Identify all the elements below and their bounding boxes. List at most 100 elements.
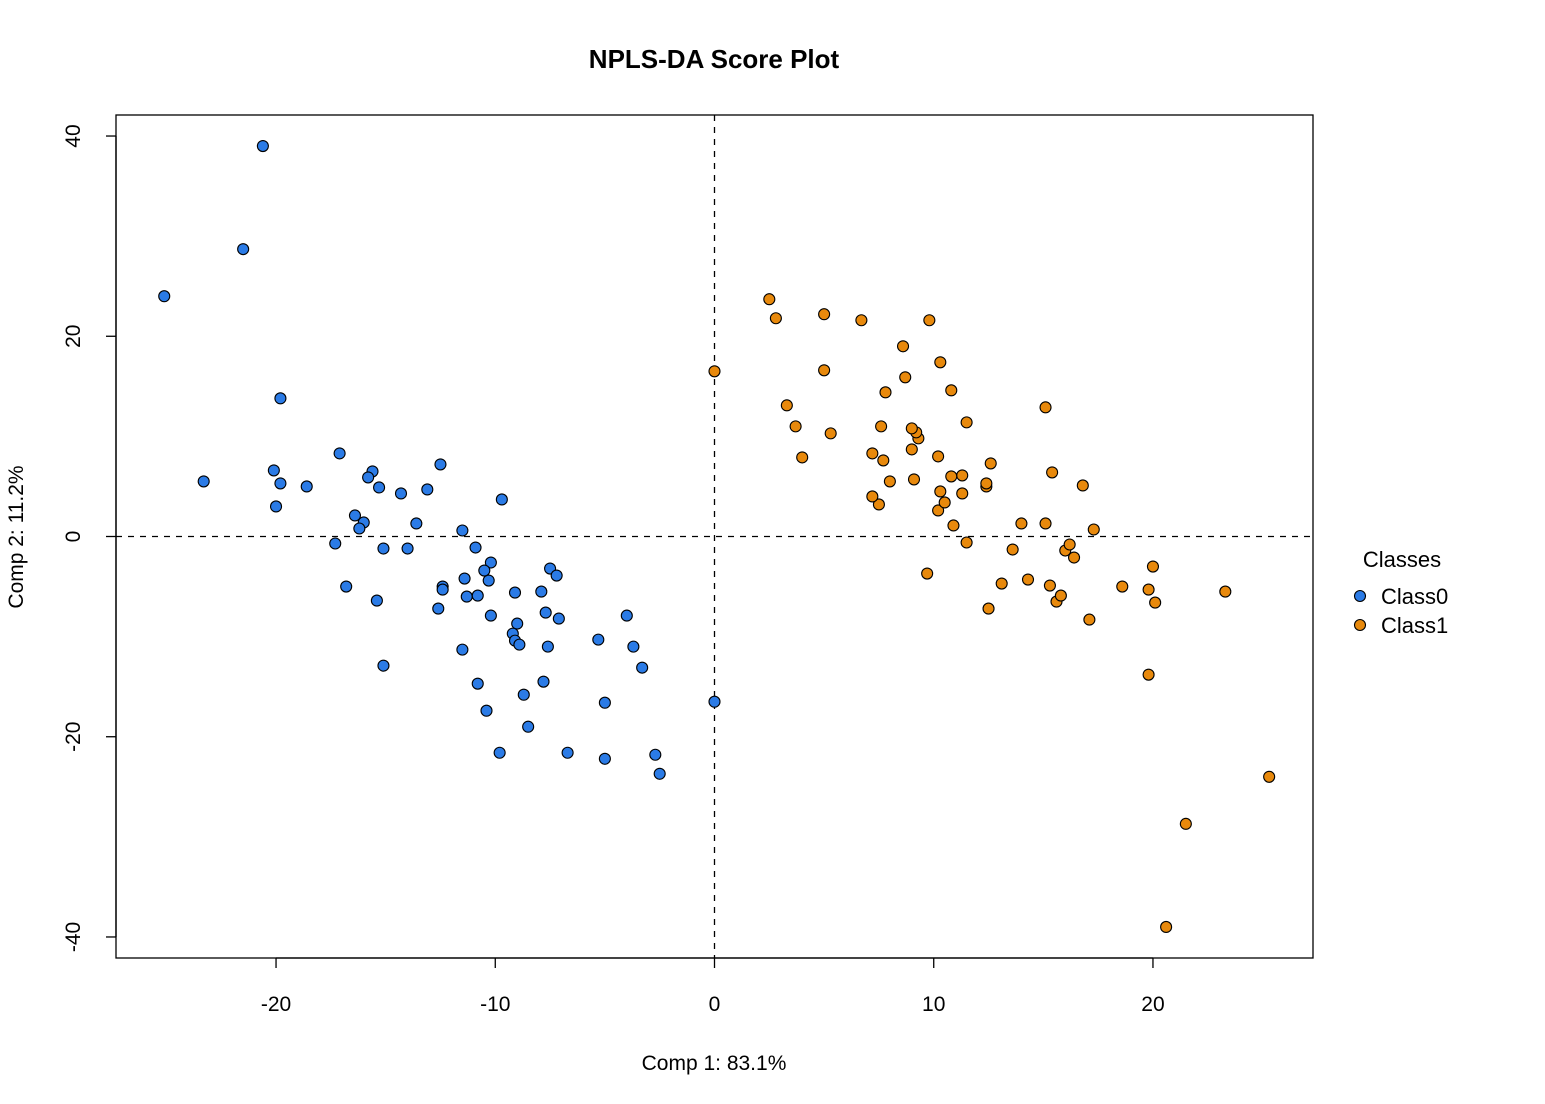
y-tick-label: -20: [62, 722, 85, 752]
point-class0: [269, 500, 283, 513]
point-class0: [592, 633, 605, 646]
x-tick-label: -10: [480, 993, 510, 1016]
point-class0: [362, 471, 375, 484]
point-class0: [348, 509, 362, 522]
point-class1: [921, 567, 934, 580]
point-class1: [1076, 479, 1089, 492]
point-class1: [789, 420, 802, 433]
y-tick-label: 20: [62, 325, 85, 348]
point-class0: [353, 522, 366, 535]
point-class0: [550, 569, 563, 582]
point-class1: [879, 386, 892, 399]
point-class0: [410, 517, 423, 530]
point-class1: [934, 356, 947, 369]
point-class0: [708, 695, 721, 708]
x-axis: -20 -10 0 10 20: [261, 957, 1165, 1016]
x-tick-label: 10: [922, 993, 945, 1016]
point-class1: [780, 399, 793, 412]
point-class0: [274, 392, 287, 405]
point-class1: [984, 457, 997, 470]
point-class0: [377, 542, 390, 555]
point-class0: [537, 675, 550, 688]
point-class1: [960, 536, 973, 549]
point-class1: [866, 447, 879, 460]
legend-label-class1: Class1: [1381, 613, 1448, 638]
point-class0: [197, 475, 210, 488]
point-class1: [708, 365, 721, 378]
point-class0: [158, 290, 171, 303]
point-class0: [598, 752, 611, 765]
point-class0: [484, 609, 497, 622]
point-class1: [947, 519, 960, 532]
point-class0: [456, 524, 469, 537]
point-class1: [1142, 583, 1155, 596]
y-axis-label: Comp 2: 11.2%: [5, 465, 28, 608]
point-class0: [377, 659, 390, 672]
point-class1: [907, 473, 921, 486]
point-class1: [1219, 585, 1232, 598]
point-class0: [333, 447, 346, 460]
point-class1: [1015, 517, 1028, 530]
point-class1: [1046, 466, 1059, 479]
point-class1: [1054, 589, 1067, 602]
point-class0: [340, 580, 353, 593]
point-class1: [1179, 817, 1192, 830]
point-class1: [796, 451, 809, 464]
point-class1: [866, 490, 879, 503]
point-class0: [456, 643, 469, 656]
point-class1: [1021, 573, 1035, 586]
point-class0: [469, 541, 482, 554]
legend-title: Classes: [1363, 547, 1441, 572]
legend-marker-class1: [1353, 618, 1367, 632]
point-class1: [1149, 596, 1162, 609]
legend-label-class0: Class0: [1381, 584, 1448, 609]
point-class1: [769, 312, 782, 325]
point-class0: [511, 617, 524, 630]
point-class0: [513, 638, 526, 651]
point-class0: [649, 748, 662, 761]
point-class0: [598, 696, 611, 709]
point-class1: [1067, 551, 1081, 564]
point-class0: [493, 746, 506, 759]
point-class0: [256, 139, 269, 153]
point-class1: [956, 469, 969, 482]
point-class1: [883, 475, 896, 488]
point-class1: [1039, 517, 1052, 530]
point-class0: [373, 481, 386, 494]
point-class0: [517, 688, 530, 701]
point-class0: [535, 585, 548, 598]
legend-marker-class0: [1353, 589, 1367, 603]
point-class1: [905, 422, 918, 435]
point-class1: [995, 577, 1008, 590]
y-tick-label: -40: [62, 922, 85, 952]
y-axis: -40 -20 0 20 40: [62, 124, 117, 952]
point-class1: [1116, 580, 1129, 593]
point-class1: [1146, 560, 1160, 573]
point-class0: [436, 583, 449, 596]
point-class1: [1160, 920, 1173, 934]
point-class0: [394, 487, 408, 500]
point-class1: [905, 443, 918, 456]
point-class0: [458, 572, 471, 585]
point-class0: [432, 602, 445, 615]
point-class1: [896, 340, 910, 353]
point-class1: [875, 420, 888, 433]
point-class0: [329, 537, 342, 550]
chart-title: NPLS-DA Score Plot: [589, 44, 840, 74]
point-class0: [482, 574, 495, 587]
point-class1: [818, 308, 831, 321]
point-class1: [938, 496, 951, 509]
point-class0: [627, 640, 640, 653]
point-class0: [480, 704, 493, 717]
point-class0: [471, 589, 484, 602]
point-class1: [824, 427, 837, 440]
point-class0: [478, 564, 491, 577]
point-class0: [495, 493, 508, 506]
point-class1: [980, 477, 993, 490]
point-class1: [1083, 613, 1096, 626]
x-tick-label: 20: [1141, 993, 1164, 1016]
point-class0: [434, 458, 447, 471]
point-class0: [401, 542, 414, 555]
point-class1: [872, 498, 885, 511]
